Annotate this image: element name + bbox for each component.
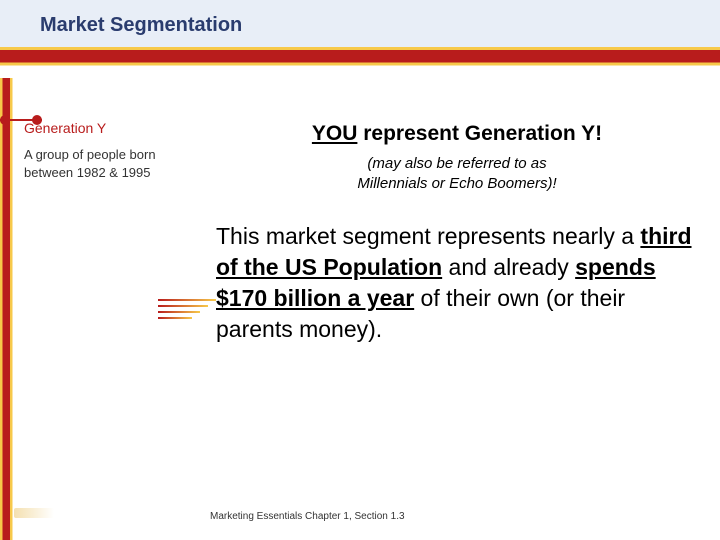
body-pre1: This market segment represents nearly a	[216, 223, 640, 249]
connector-decor-mid	[158, 295, 218, 325]
footer-citation: Marketing Essentials Chapter 1, Section …	[210, 511, 405, 522]
main-content: YOU represent Generation Y! (may also be…	[210, 122, 704, 345]
sidebar-term-title: Generation Y	[24, 120, 174, 136]
header-band	[0, 0, 720, 78]
body-paragraph: This market segment represents nearly a …	[210, 221, 704, 345]
headline-rest: represent Generation Y!	[357, 122, 602, 145]
subnote-line1: (may also be referred to as	[367, 155, 546, 172]
subnote-line2: Millennials or Echo Boomers)!	[357, 175, 556, 192]
sidebar: Generation Y A group of people born betw…	[24, 120, 174, 181]
corner-accent-decor	[14, 508, 54, 518]
slide-title: Market Segmentation	[40, 14, 242, 37]
left-border-decor	[0, 78, 14, 540]
subnote: (may also be referred to as Millennials …	[210, 154, 704, 193]
body-mid1: and already	[442, 254, 575, 280]
sidebar-term-desc: A group of people born between 1982 & 19…	[24, 146, 174, 181]
headline-emphasis: YOU	[312, 122, 358, 145]
headline: YOU represent Generation Y!	[210, 122, 704, 146]
